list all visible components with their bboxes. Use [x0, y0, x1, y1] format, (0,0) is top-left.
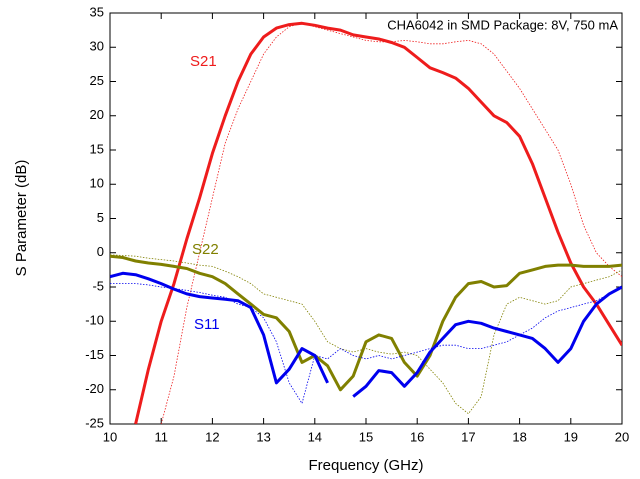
y-tick-label: 30: [90, 39, 104, 54]
x-tick-label: 13: [256, 429, 270, 444]
y-tick-label: 25: [90, 73, 104, 88]
series-line: [110, 283, 622, 404]
x-tick-label: 15: [359, 429, 373, 444]
x-tick-label: 11: [154, 429, 168, 444]
series-line: [110, 254, 622, 415]
x-axis-title: Frequency (GHz): [308, 457, 423, 474]
y-tick-label: 10: [90, 176, 104, 191]
y-tick-label: -10: [85, 313, 104, 328]
series-label: S21: [190, 53, 217, 70]
plot-frame: [109, 12, 623, 425]
y-tick-label: 0: [97, 244, 104, 259]
x-tick-label: 10: [103, 429, 117, 444]
x-tick-label: 18: [512, 429, 526, 444]
series-label: S11: [194, 316, 220, 333]
x-tick-label: 12: [205, 429, 219, 444]
y-tick-label: -20: [85, 381, 104, 396]
series-line: [160, 22, 622, 424]
y-tick-label: -15: [85, 347, 104, 362]
series-label: S22: [192, 241, 219, 258]
y-tick-label: 5: [97, 210, 104, 225]
y-axis-title: S Parameter (dB): [13, 160, 30, 277]
series-line: [110, 254, 622, 392]
y-tick-label: 20: [90, 107, 104, 122]
annotation: CHA6042 in SMD Package: 8V, 750 mA: [387, 17, 618, 32]
series-line: [110, 271, 622, 398]
series-line: [134, 21, 622, 424]
x-tick-label: 17: [461, 429, 475, 444]
x-tick-label: 19: [564, 429, 578, 444]
x-tick-label: 14: [308, 429, 322, 444]
x-tick-label: 16: [410, 429, 424, 444]
x-tick-label: 20: [615, 429, 629, 444]
y-tick-label: 15: [90, 141, 104, 156]
y-tick-label: -5: [92, 278, 104, 293]
y-tick-label: 35: [90, 4, 104, 19]
y-tick-label: -25: [85, 415, 104, 430]
